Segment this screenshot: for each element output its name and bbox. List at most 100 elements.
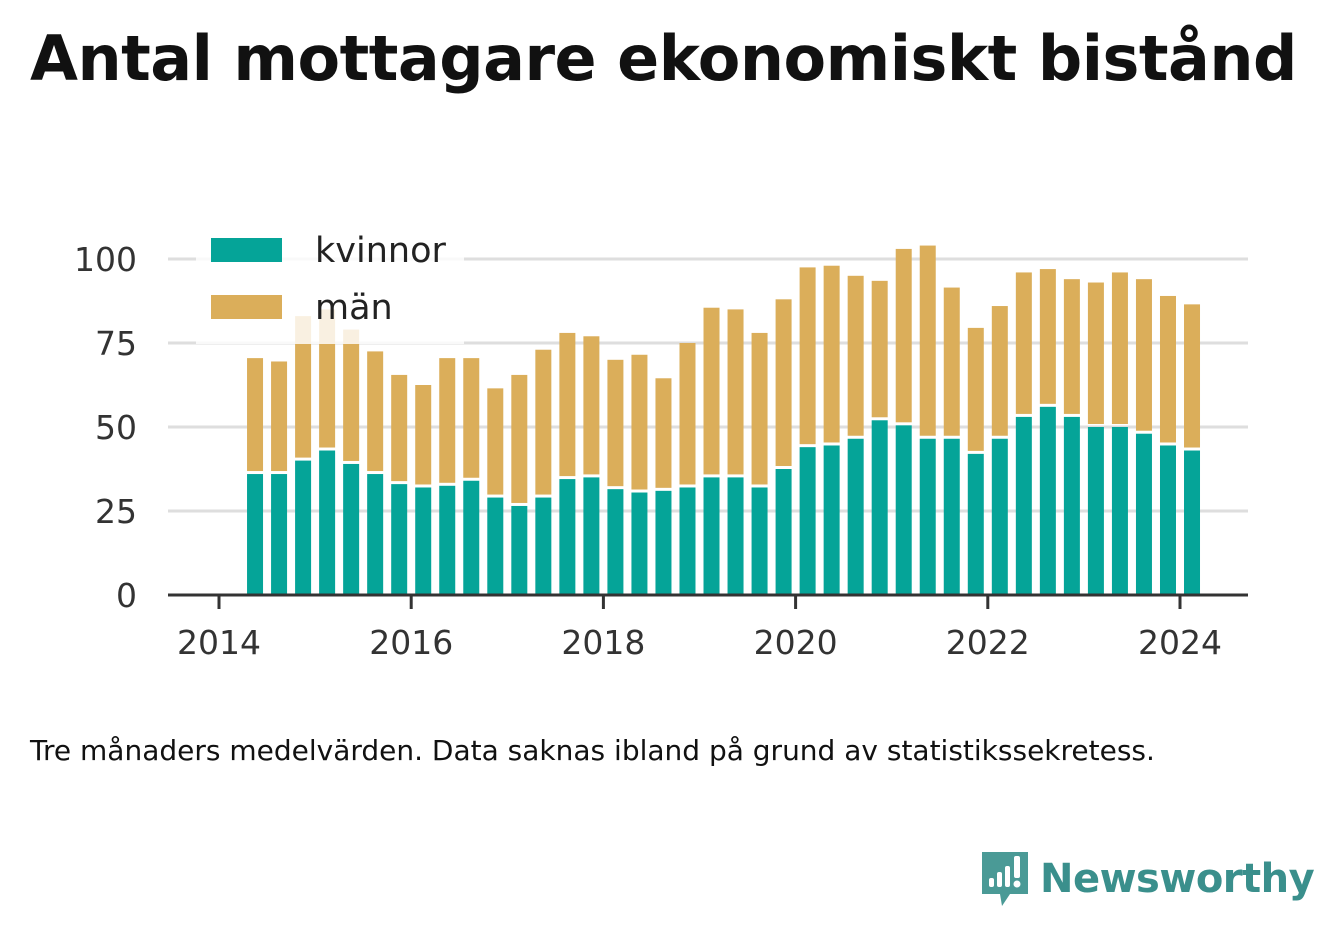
bar-män — [655, 378, 672, 488]
bar-kvinnor — [967, 453, 984, 595]
bar-män — [703, 307, 720, 475]
bar-män — [919, 245, 936, 436]
bar-män — [679, 343, 696, 485]
bar-kvinnor — [871, 420, 888, 595]
bars — [247, 245, 1201, 595]
bar-kvinnor — [919, 438, 936, 595]
bar-män — [391, 374, 408, 482]
bar-kvinnor — [1111, 427, 1128, 595]
legend: kvinnor män — [196, 226, 464, 344]
bar-män — [991, 306, 1008, 436]
y-tick-label: 100 — [74, 240, 137, 279]
x-tick-label: 2024 — [1138, 623, 1222, 662]
bar-män — [583, 336, 600, 475]
newsworthy-logo-icon — [982, 852, 1028, 906]
bar-kvinnor — [631, 492, 648, 595]
bar-män — [511, 374, 528, 503]
axes: 0 25 50 75 100 2014 2016 2018 2020 2022 2024 — [74, 240, 1248, 662]
stacked-bar-chart: 0 25 50 75 100 2014 2016 2018 2020 2022 2024 kvinn… — [74, 226, 1248, 662]
bar-kvinnor — [511, 505, 528, 595]
bar-män — [487, 388, 504, 495]
y-tick-label: 50 — [95, 408, 137, 447]
bar-kvinnor — [1184, 450, 1201, 595]
bar-män — [727, 309, 744, 475]
legend-label-kvinnor: kvinnor — [315, 231, 446, 271]
chart-title: Antal mottagare ekonomiskt bistånd — [30, 22, 1297, 95]
y-tick-label: 75 — [95, 324, 137, 363]
bar-män — [247, 358, 264, 472]
footnote: Tre månaders medelvärden. Data saknas ib… — [30, 734, 1155, 767]
y-tick-label: 0 — [116, 576, 137, 615]
x-tick-label: 2022 — [946, 623, 1030, 662]
bar-kvinnor — [463, 480, 480, 595]
bar-män — [367, 351, 384, 472]
bar-kvinnor — [487, 497, 504, 595]
bar-kvinnor — [1015, 416, 1032, 595]
bar-män — [847, 275, 864, 436]
bar-kvinnor — [679, 487, 696, 595]
bar-kvinnor — [391, 484, 408, 595]
bar-kvinnor — [439, 485, 456, 595]
bar-kvinnor — [943, 438, 960, 595]
bar-kvinnor — [991, 438, 1008, 595]
bar-män — [631, 354, 648, 490]
bar-kvinnor — [799, 447, 816, 595]
bar-män — [415, 385, 432, 485]
bar-kvinnor — [1063, 416, 1080, 595]
bar-kvinnor — [367, 474, 384, 595]
bar-kvinnor — [703, 477, 720, 595]
bar-män — [1087, 282, 1104, 424]
bar-kvinnor — [583, 477, 600, 595]
bar-kvinnor — [559, 479, 576, 595]
bar-män — [559, 332, 576, 477]
bar-män — [1184, 304, 1201, 448]
bar-kvinnor — [1087, 427, 1104, 595]
bar-kvinnor — [271, 474, 288, 595]
bar-män — [1159, 295, 1176, 443]
bar-män — [607, 359, 624, 487]
bar-män — [1135, 279, 1152, 431]
bar-män — [775, 299, 792, 466]
bar-män — [343, 329, 360, 461]
bar-kvinnor — [607, 489, 624, 595]
bar-kvinnor — [1159, 445, 1176, 595]
bar-kvinnor — [535, 497, 552, 595]
bar-kvinnor — [895, 425, 912, 595]
bar-män — [799, 267, 816, 445]
legend-label-män: män — [315, 288, 393, 328]
bar-män — [751, 332, 768, 485]
bar-män — [535, 349, 552, 495]
bar-kvinnor — [295, 460, 312, 595]
bar-kvinnor — [727, 477, 744, 595]
bar-män — [1111, 272, 1128, 424]
bar-män — [295, 316, 312, 458]
bar-kvinnor — [343, 463, 360, 595]
bar-män — [1063, 279, 1080, 414]
bar-kvinnor — [1039, 406, 1056, 595]
x-tick-label: 2020 — [754, 623, 838, 662]
bar-kvinnor — [415, 487, 432, 595]
bar-män — [1015, 272, 1032, 414]
bar-kvinnor — [823, 445, 840, 595]
x-tick-label: 2016 — [369, 623, 453, 662]
bar-kvinnor — [1135, 433, 1152, 595]
y-tick-label: 25 — [95, 492, 137, 531]
bar-kvinnor — [655, 490, 672, 595]
bar-män — [943, 287, 960, 436]
legend-swatch-kvinnor — [211, 238, 282, 262]
bar-män — [463, 358, 480, 478]
bar-kvinnor — [847, 438, 864, 595]
bar-män — [439, 358, 456, 483]
bar-män — [823, 265, 840, 443]
brand-name: Newsworthy — [1040, 856, 1315, 902]
x-tick-label: 2014 — [177, 623, 261, 662]
brand-logo[interactable]: Newsworthy — [980, 846, 1315, 912]
bar-män — [1039, 269, 1056, 404]
bar-män — [895, 248, 912, 423]
legend-swatch-män — [211, 295, 282, 319]
bar-kvinnor — [247, 474, 264, 595]
bar-kvinnor — [319, 450, 336, 595]
bar-män — [271, 361, 288, 472]
bar-män — [871, 280, 888, 418]
bar-kvinnor — [775, 469, 792, 595]
